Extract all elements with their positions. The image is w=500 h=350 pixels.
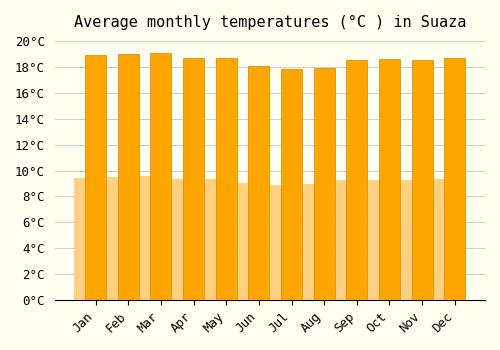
Bar bbox=[140, 176, 161, 300]
Bar bbox=[248, 65, 270, 300]
Bar bbox=[118, 54, 139, 300]
Bar bbox=[379, 59, 400, 300]
Bar bbox=[238, 183, 259, 300]
Bar bbox=[444, 58, 466, 300]
Title: Average monthly temperatures (°C ) in Suaza: Average monthly temperatures (°C ) in Su… bbox=[74, 15, 466, 30]
Bar bbox=[412, 60, 433, 300]
Bar bbox=[172, 179, 194, 300]
Bar bbox=[434, 179, 455, 300]
Bar bbox=[74, 178, 96, 300]
Bar bbox=[205, 179, 226, 300]
Bar bbox=[216, 58, 237, 300]
Bar bbox=[183, 58, 204, 300]
Bar bbox=[346, 60, 368, 300]
Bar bbox=[85, 55, 106, 300]
Bar bbox=[150, 52, 172, 300]
Bar bbox=[303, 184, 324, 300]
Bar bbox=[314, 68, 335, 300]
Bar bbox=[281, 69, 302, 300]
Bar bbox=[401, 180, 422, 300]
Bar bbox=[336, 180, 357, 300]
Bar bbox=[107, 177, 128, 300]
Bar bbox=[368, 180, 390, 300]
Bar bbox=[270, 185, 291, 300]
